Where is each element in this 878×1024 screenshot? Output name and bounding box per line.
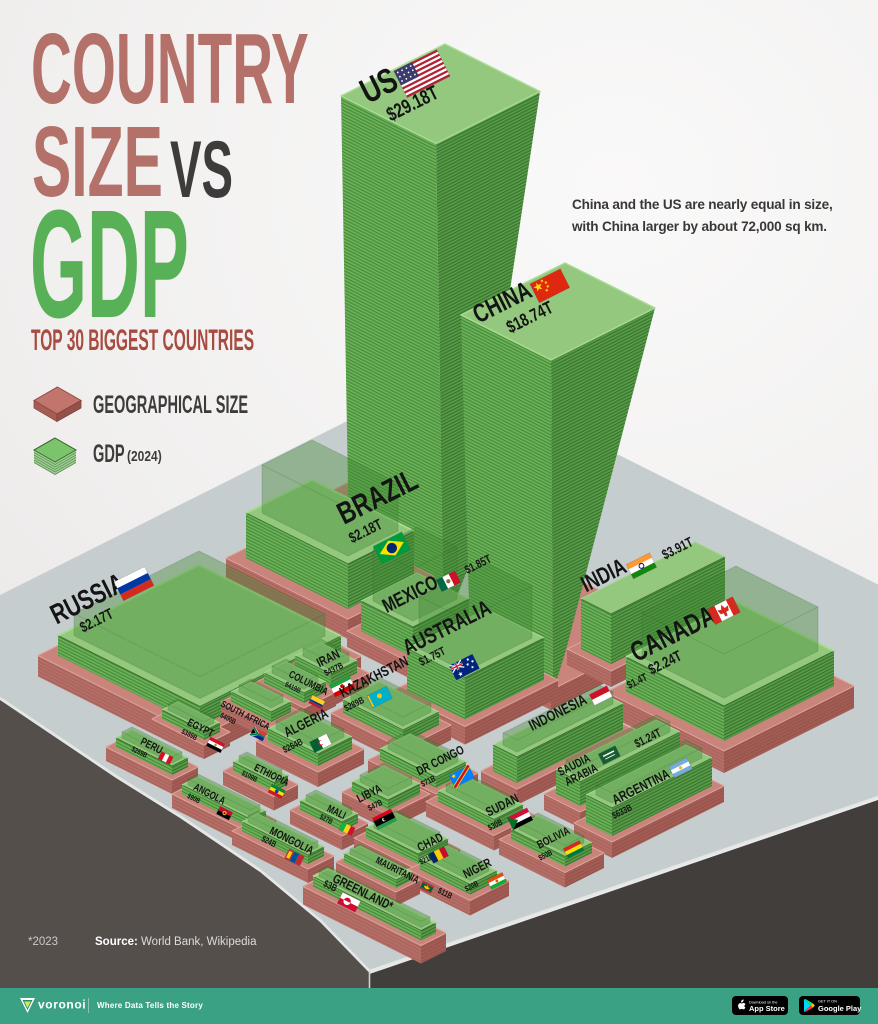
svg-text:$3B: $3B xyxy=(322,878,339,894)
svg-text:Google Play: Google Play xyxy=(818,1004,862,1013)
svg-text:GET IT ON: GET IT ON xyxy=(818,1000,837,1004)
svg-text:Download on the: Download on the xyxy=(749,1001,778,1005)
svg-text:voronoi: voronoi xyxy=(38,998,86,1012)
svg-text:App Store: App Store xyxy=(749,1004,785,1013)
svg-text:Where Data Tells the Story: Where Data Tells the Story xyxy=(97,1001,203,1010)
